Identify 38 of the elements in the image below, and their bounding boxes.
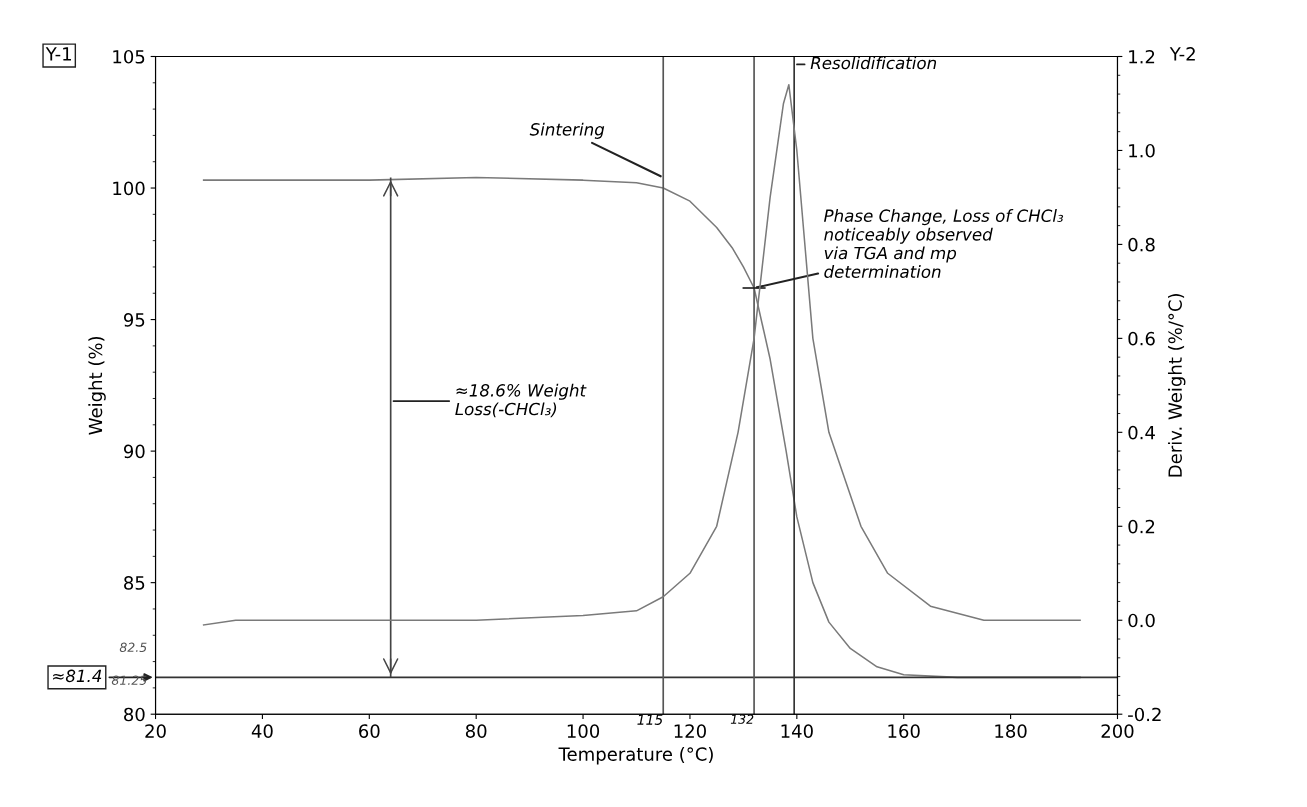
y2-tick-label: 0.6: [1128, 331, 1155, 346]
x-tick-label: 160: [888, 724, 920, 738]
y2-tick-label: -0.2: [1128, 707, 1161, 722]
x-tick-label: 140: [781, 724, 813, 738]
x-tick-label: 60: [359, 724, 380, 738]
text: Y-2: [1169, 47, 1195, 61]
y-tick-label: 105: [113, 49, 145, 64]
y-tick-label: 80: [124, 707, 145, 722]
y-tick-label: 95: [123, 313, 145, 327]
y-axis-title: Weight (%): [88, 336, 106, 435]
y2-tick-label: 1.0: [1129, 143, 1155, 158]
x-tick-label: 80: [465, 724, 487, 738]
y-tick-label: 85: [124, 576, 145, 590]
y-tick-label: 100: [113, 181, 145, 196]
x-axis-title: Temperature (°C): [558, 746, 713, 765]
x-tick-label: 200: [1101, 724, 1134, 738]
x-tick-label: 100: [567, 724, 600, 738]
y2-tick-label: 1.2: [1129, 49, 1155, 64]
ref-line-label: Sintering: [529, 122, 605, 139]
y2-tick-label: 0.4: [1128, 425, 1155, 440]
x-tick-label: 180: [995, 724, 1027, 738]
x-tick-label: 120: [674, 724, 706, 738]
ref-line-label: ≈18.6% Weight Loss(-CHCl₃): [455, 383, 587, 418]
annotation: Phase Change, Loss of CHCl₃ noticeably observed via TGA and mp determination: [824, 209, 1064, 278]
y2-tick-label: 0.2: [1128, 519, 1155, 534]
y2-tick-label: 0.8: [1128, 237, 1155, 252]
annotation: 115: [637, 714, 663, 725]
x-tick-label: 20: [145, 724, 166, 738]
ref-line-label: ≈81.4: [53, 669, 102, 683]
x-tick-label: 40: [251, 724, 273, 738]
text: Y-1: [45, 47, 71, 61]
text: 81.25: [111, 675, 147, 685]
y2-axis-title: Deriv. Weight (%/°C): [1167, 293, 1186, 477]
ref-line-label: 132: [730, 714, 754, 724]
ref-line-label: Resolidification: [810, 56, 937, 70]
y-tick-label: 90: [123, 444, 145, 459]
y2-tick-label: 0.0: [1128, 613, 1155, 628]
text: 82.5: [119, 642, 147, 653]
